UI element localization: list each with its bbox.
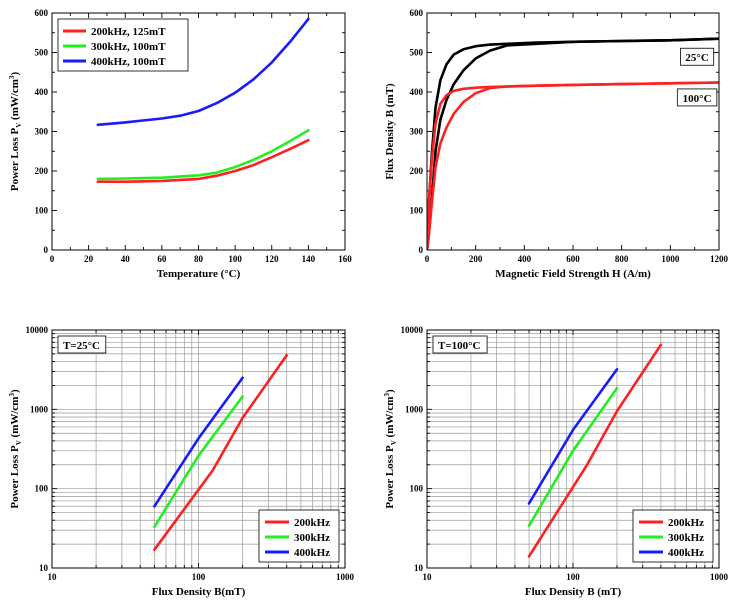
y-axis-label: Flux Density B (mT) [384,83,396,180]
series-line-300khz [153,395,244,529]
y-tick-label: 500 [35,48,49,58]
x-axis-label: Magnetic Field Strength H (A/m) [495,268,651,280]
legend-label: 400kHz [668,547,704,559]
legend-label: 200kHz [294,517,330,529]
annotation-label: 25°C [685,52,708,64]
y-tick-label: 10 [414,563,424,573]
x-tick-label: 10 [423,572,433,582]
y-tick-label: 300 [410,127,424,137]
series-line-25-c [427,37,719,250]
x-tick-label: 160 [338,254,352,264]
series-group [527,343,663,558]
plot-frame [51,329,346,569]
series-group [153,353,289,552]
y-tick-label: 1000 [30,404,49,414]
x-tick-label: 120 [265,254,279,264]
y-tick-label: 100 [410,206,424,216]
y-axis-label: Power Loss PV (mW/cm3) [383,389,398,509]
y-tick-label: 200 [410,166,424,176]
x-axis-label: Temperature (°C) [157,268,241,280]
y-tick-label: 100 [410,484,424,494]
y-tick-label: 600 [410,8,424,18]
y-tick-label: 400 [35,87,49,97]
x-tick-label: 800 [615,254,629,264]
chart-4: 10 100 1000 10 100 1000 10000 Flux Density B (m… [383,325,729,598]
y-tick-label: 0 [419,245,424,255]
series-group [96,17,310,183]
legend-label: 300kHz, 100mT [91,41,166,53]
y-tick-label: 100 [35,206,49,216]
annotation-box [680,47,715,66]
series-line-200khz [527,343,663,558]
x-tick-label: 10 [48,572,58,582]
x-tick-label: 1000 [336,572,355,582]
x-tick-label: 100 [228,254,242,264]
y-tick-label: 1000 [405,404,424,414]
legend-label: 300kHz [668,532,704,544]
y-tick-label: 100 [35,484,49,494]
x-tick-label: 0 [50,254,55,264]
series-line-400khz [153,376,244,508]
y-tick-label: 500 [410,48,424,58]
x-tick-label: 60 [157,254,167,264]
x-tick-label: 0 [425,254,430,264]
x-tick-label: 1200 [710,254,729,264]
x-tick-label: 200 [469,254,483,264]
y-tick-label: 10 [39,563,49,573]
series-line-400khz [527,367,619,505]
x-tick-label: 1000 [661,254,680,264]
x-tick-label: 400 [518,254,532,264]
x-tick-label: 20 [84,254,94,264]
legend-label: 300kHz [294,532,330,544]
series-line-200khz [153,353,289,552]
annotation-label: 100°C [683,93,712,105]
chart-1: 0 20 40 60 80 100 120 140 160 0 100 200 300 400 500 600… [8,8,352,280]
series-line-400khz-100mt [96,17,310,127]
series-line-25-c [427,37,719,250]
series-line-200khz-125mt [96,138,310,183]
series-group [427,37,719,250]
y-tick-label: 300 [35,127,49,137]
chart-3: 10 100 1000 10 100 1000 10000 Flux Density B(mT… [8,325,355,598]
x-tick-label: 80 [194,254,204,264]
legend-label: 200kHz [668,517,704,529]
plot-frame [51,12,346,251]
y-tick-label: 600 [35,8,49,18]
series-line-300khz [527,386,619,528]
plot-frame [426,329,720,569]
x-tick-label: 100 [566,572,580,582]
x-axis-label: Flux Density B(mT) [152,586,246,598]
legend-label: 400kHz, 100mT [91,56,166,68]
y-axis-label: Power Loss PV (mW/cm3) [8,389,23,509]
y-tick-label: 0 [44,245,49,255]
legend-label: 400kHz [294,547,330,559]
annotation-box [432,335,488,354]
x-tick-label: 100 [192,572,206,582]
y-tick-label: 400 [410,87,424,97]
chart-2: 0 200 400 600 800 1000 1200 0 100 200 300 400 500 600… [384,8,729,280]
annotation-label: T=100°C [438,340,481,352]
x-tick-label: 40 [121,254,131,264]
y-tick-label: 200 [35,166,49,176]
x-tick-label: 600 [566,254,580,264]
y-tick-label: 10000 [26,325,49,335]
y-tick-label: 10000 [401,325,424,335]
series-line-100-c [427,81,719,250]
plot-frame [426,12,720,251]
legend-label: 200kHz, 125mT [91,26,166,38]
series-line-300khz-100mt [96,129,310,181]
x-tick-label: 1000 [710,572,729,582]
annotation-label: T=25°C [63,340,100,352]
x-axis-label: Flux Density B (mT) [525,586,622,598]
series-line-100-c [427,81,719,250]
x-tick-label: 140 [302,254,316,264]
annotation-box [57,335,107,354]
y-axis-label: Power Loss PV (mW/cm3) [8,72,23,192]
annotation-box [676,88,718,107]
